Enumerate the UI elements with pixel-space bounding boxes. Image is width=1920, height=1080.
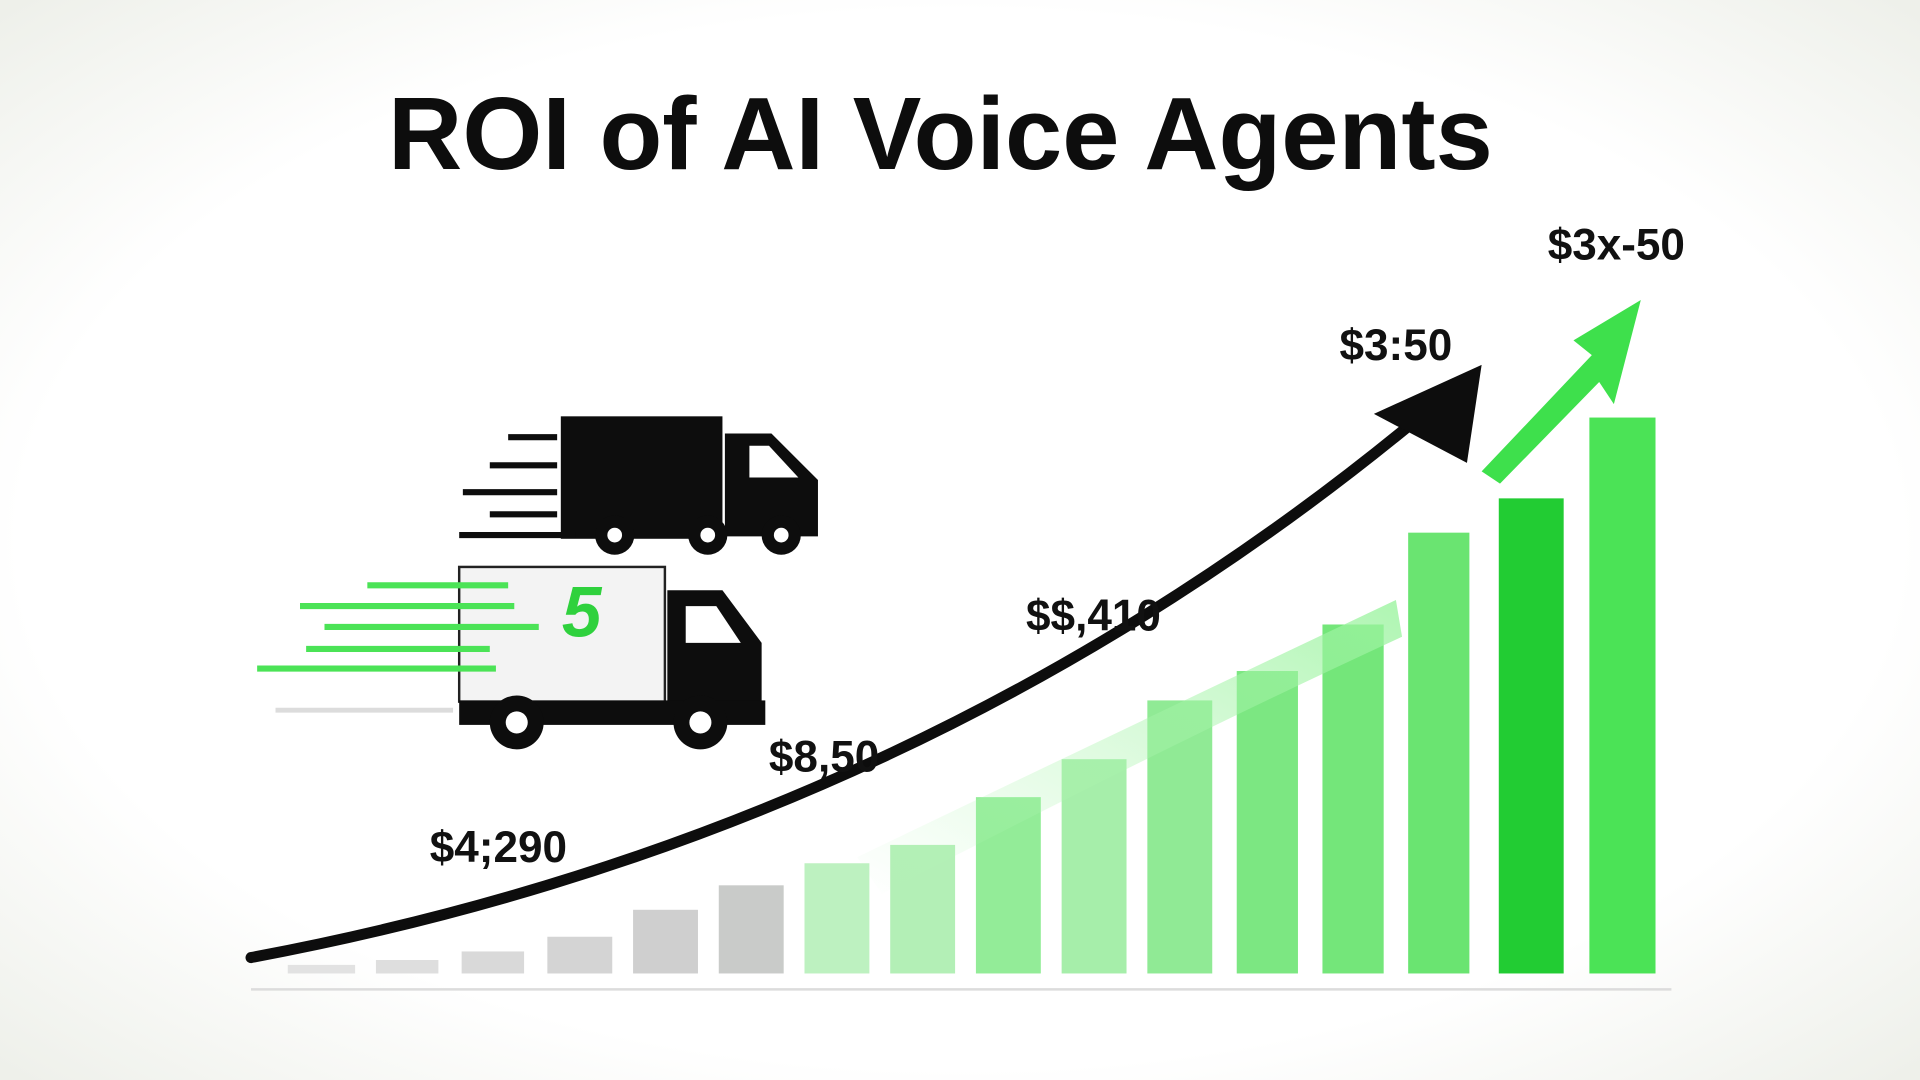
bar (633, 909, 698, 974)
bar (375, 960, 439, 974)
truck-window (685, 606, 741, 643)
bar (718, 885, 784, 974)
bar (547, 936, 613, 974)
truck (459, 416, 818, 555)
green-arrow (1481, 300, 1641, 484)
growth-curve (245, 410, 1426, 964)
truck-cab (724, 433, 818, 537)
value-label: $4;290 (430, 823, 567, 872)
bar (804, 863, 870, 974)
value-label: $3:50 (1340, 321, 1453, 370)
hub (700, 527, 716, 543)
value-label: $3x-50 (1548, 221, 1685, 270)
value-label: $$,410 (1026, 592, 1161, 641)
title: ROI of AI Voice Agents (388, 76, 1493, 191)
hub (505, 711, 528, 734)
truck-box (457, 565, 667, 703)
truck-box (560, 416, 723, 539)
truck-badge: 5 (562, 574, 603, 653)
truck-green: 5 (257, 565, 766, 750)
bar (1236, 671, 1298, 974)
hub (689, 711, 712, 734)
hub (773, 527, 789, 543)
bar (287, 964, 356, 974)
bar (1589, 417, 1656, 974)
bar (1498, 498, 1564, 974)
arrow-head (1373, 364, 1482, 463)
glow (857, 600, 1403, 894)
speed-lines (459, 434, 576, 539)
bar (1408, 532, 1470, 974)
truck-window (749, 445, 799, 478)
bar (1322, 624, 1384, 974)
bar (461, 951, 525, 974)
speed-lines (257, 582, 539, 672)
value-label: $8,50 (769, 732, 879, 781)
hub (607, 527, 623, 543)
